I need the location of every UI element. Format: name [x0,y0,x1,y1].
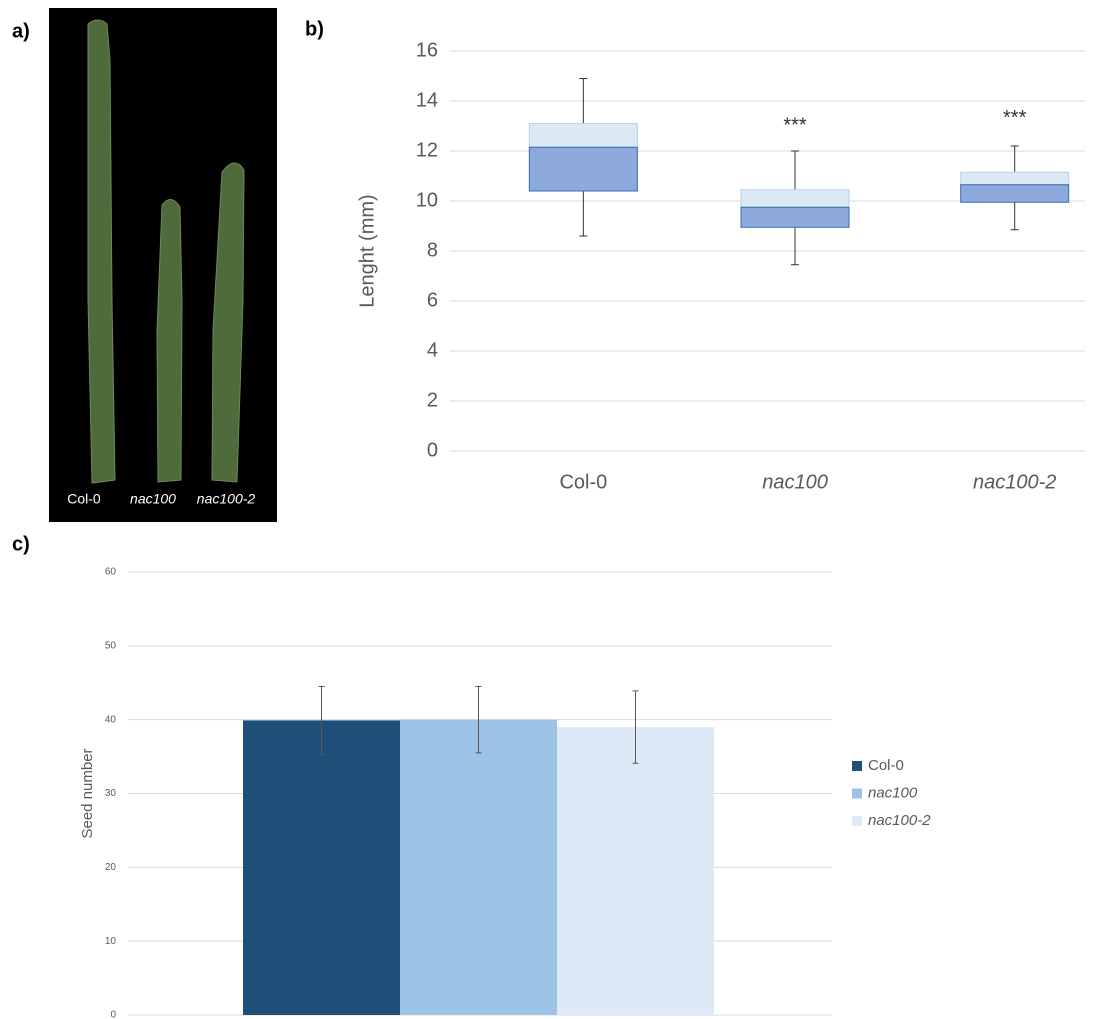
box-lower [960,184,1070,203]
bar [557,727,714,1015]
photo-label: nac100 [130,491,176,507]
photo-label: Col-0 [67,491,101,507]
y-axis-label: Lenght (mm) [356,194,378,307]
y-tick-label: 0 [427,439,438,461]
box-upper [740,189,850,208]
box-lower [528,146,638,192]
y-tick-label: 8 [427,239,438,261]
y-axis-label: Seed number [79,748,96,838]
y-tick-label: 30 [105,788,117,799]
y-tick-label: 0 [110,1010,116,1019]
x-tick-label: nac100-2 [973,471,1056,493]
y-tick-label: 10 [105,936,117,947]
legend-label: nac100-2 [868,812,931,829]
y-tick-label: 50 [105,640,117,651]
silique [211,162,245,483]
y-tick-label: 14 [416,89,438,111]
bar [243,720,400,1015]
annotation: *** [1003,107,1027,129]
photo-label: nac100-2 [197,491,256,507]
legend-swatch [852,761,862,771]
legend-label: nac100 [868,784,918,801]
y-tick-label: 10 [416,189,438,211]
y-tick-label: 60 [105,567,117,578]
y-tick-label: 16 [416,39,438,61]
legend-swatch [852,788,862,799]
x-tick-label: Col-0 [559,471,607,493]
y-tick-label: 6 [427,289,438,311]
x-tick-label: nac100 [762,471,828,493]
panel-label: b) [305,18,324,40]
box-upper [528,123,638,148]
silique [156,199,183,483]
bar [400,719,557,1015]
y-tick-label: 20 [105,862,117,873]
y-tick-label: 40 [105,714,117,725]
y-tick-label: 4 [427,339,438,361]
panel-label: a) [12,20,30,42]
silique [87,19,116,484]
annotation: *** [783,114,807,136]
y-tick-label: 2 [427,389,438,411]
y-tick-label: 12 [416,139,438,161]
panel-label: c) [12,533,30,555]
legend-swatch [852,816,862,826]
box-upper [960,171,1070,186]
legend-label: Col-0 [868,757,904,774]
box-lower [740,206,850,228]
